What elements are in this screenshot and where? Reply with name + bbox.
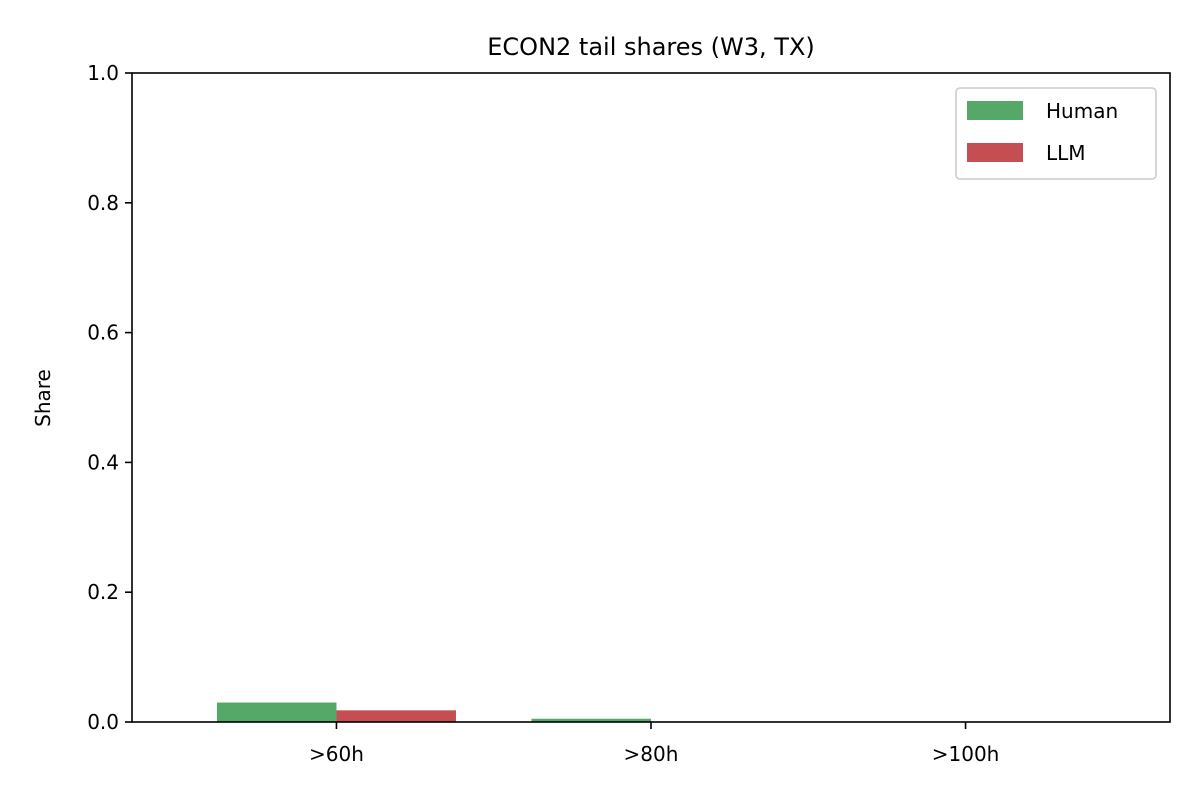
legend-swatch-llm <box>967 143 1023 162</box>
legend-swatch-human <box>967 101 1023 120</box>
bar-human-1 <box>531 718 651 722</box>
y-tick-label: 0.6 <box>87 321 119 345</box>
y-tick-label: 0.4 <box>87 450 119 474</box>
x-tick-label: >100h <box>932 742 1000 766</box>
y-tick-label: 0.0 <box>87 710 119 734</box>
legend-label-human: Human <box>1046 99 1118 123</box>
y-tick-label: 0.8 <box>87 191 119 215</box>
y-ticks-group: 0.0 0.2 0.4 0.6 0.8 1.0 <box>87 61 132 734</box>
legend-label-llm: LLM <box>1046 141 1086 165</box>
bar-human-0 <box>216 702 337 722</box>
x-tick-label: >60h <box>309 742 364 766</box>
chart-title: ECON2 tail shares (W3, TX) <box>487 33 815 61</box>
x-ticks-group: >60h >80h >100h <box>309 722 999 766</box>
y-tick-label: 0.2 <box>87 580 119 604</box>
y-axis-label: Share <box>31 369 55 427</box>
bar-llm-0 <box>336 710 456 722</box>
y-tick-label: 1.0 <box>87 61 119 85</box>
bars-group <box>216 702 651 722</box>
legend: Human LLM <box>955 87 1157 180</box>
x-tick-label: >80h <box>624 742 679 766</box>
plot-frame <box>131 72 1171 723</box>
